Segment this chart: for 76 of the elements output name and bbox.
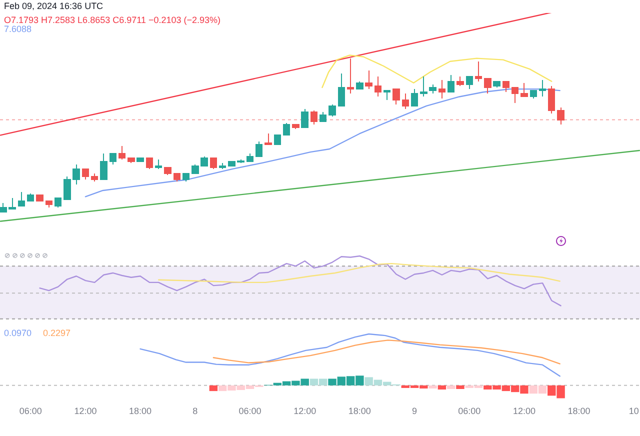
x-tick-label: 12:00: [294, 406, 316, 416]
candlestick: [438, 79, 446, 99]
candlestick: [310, 110, 318, 125]
candlestick: [109, 153, 116, 165]
candlestick: [356, 80, 364, 90]
x-tick-label: 10: [628, 406, 639, 416]
candlestick: [328, 104, 336, 118]
candlestick: [429, 84, 436, 94]
candlestick: [54, 198, 62, 208]
candlestick: [218, 162, 226, 170]
candlestick: [474, 60, 482, 82]
candlestick: [301, 108, 308, 128]
candlestick: [256, 140, 263, 158]
chart-title: Feb 09, 2024 16:36 UTC: [4, 1, 104, 11]
candlestick: [45, 200, 53, 208]
candlestick: [374, 76, 382, 98]
candlestick: [346, 58, 354, 94]
candlestick: [456, 76, 464, 86]
bar: [438, 385, 446, 390]
candlestick: [402, 93, 409, 110]
bar: [209, 385, 218, 392]
candlestick: [91, 173, 98, 182]
candlestick: [182, 173, 190, 182]
candlestick: [447, 74, 455, 93]
candlestick: [274, 134, 282, 145]
candlestick: [410, 88, 418, 106]
text: 7.6088: [4, 24, 32, 34]
candlestick: [320, 112, 327, 122]
candlestick: [100, 153, 108, 180]
candlestick: [173, 173, 180, 182]
x-tick-label: 18:00: [129, 406, 152, 416]
candlestick: [511, 87, 519, 104]
candlestick: [82, 168, 90, 180]
candlestick: [210, 158, 218, 170]
candlestick: [538, 79, 546, 98]
x-tick-label: 18:00: [348, 406, 371, 416]
candlestick: [365, 70, 372, 90]
candlestick: [520, 82, 528, 98]
candlestick: [282, 122, 290, 136]
candlestick: [136, 158, 144, 162]
candlestick: [557, 106, 564, 125]
candlestick: [18, 192, 26, 206]
x-tick-label: 18:00: [568, 406, 590, 416]
candlestick: [27, 193, 34, 202]
candlestick: [420, 76, 428, 98]
chart-subtitle: O7.1793 H7.2583 L6.8653 C6.9711 −0.2103 (−2.93%): [4, 15, 221, 25]
candlestick: [548, 85, 556, 114]
candlestick: [502, 80, 510, 93]
candlestick: [264, 133, 272, 145]
x-tick-label: 9: [412, 406, 418, 416]
candlestick: [493, 80, 500, 88]
x-tick-label: 06:00: [19, 406, 42, 416]
bar: [428, 385, 437, 388]
x-tick-label: 8: [192, 406, 198, 416]
candlestick: [384, 90, 391, 100]
annotation: 0.0970: [4, 328, 32, 338]
candlestick: [118, 145, 126, 160]
x-tick-label: 06:00: [458, 406, 481, 416]
candlestick: [466, 76, 473, 90]
bar: [456, 385, 464, 389]
candlestick: [164, 166, 172, 176]
x-tick-label: 12:00: [512, 406, 536, 416]
candlestick: [484, 78, 492, 94]
candlestick: [36, 194, 44, 202]
bar: [446, 385, 456, 389]
candlestick: [392, 88, 400, 105]
candlestick: [154, 159, 162, 170]
candlestick: [338, 73, 346, 106]
candlestick: [292, 124, 300, 130]
candlestick: [128, 158, 135, 164]
x-tick-label: 06:00: [238, 406, 262, 416]
candlestick: [146, 158, 154, 170]
x-tick-label: 12:00: [74, 406, 97, 416]
annotation: 0.2297: [43, 328, 71, 338]
candlestick: [530, 90, 537, 99]
candlestick: [246, 153, 254, 162]
